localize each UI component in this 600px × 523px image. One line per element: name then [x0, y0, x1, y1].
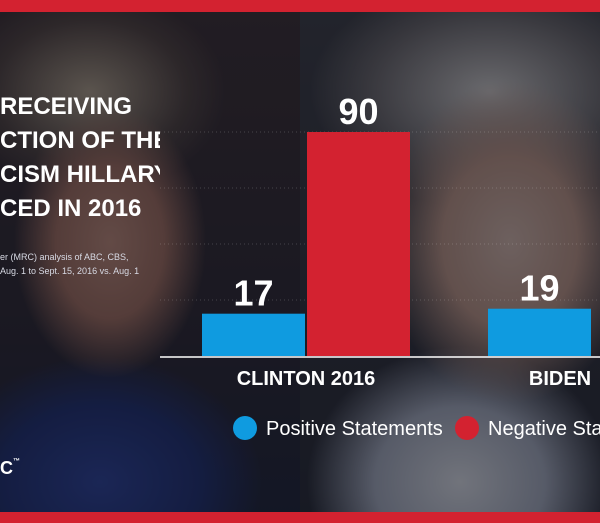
category-label: CLINTON 2016 — [237, 368, 376, 390]
bar-value-label: 19 — [519, 268, 559, 309]
headline: RECEIVING CTION OF THE CISM HILLARY CED … — [0, 90, 160, 226]
bar-negative — [307, 132, 410, 356]
bar-positive — [488, 308, 591, 356]
legend-label: Positive Statements — [266, 418, 443, 440]
headline-line: CISM HILLARY — [0, 161, 160, 188]
network-logo: C™ — [0, 458, 20, 479]
bar-positive — [202, 313, 305, 356]
headline-line: RECEIVING — [0, 93, 133, 120]
top-frame-bar — [0, 0, 600, 12]
bar-value-label: 90 — [338, 91, 378, 132]
source-line: er (MRC) analysis of ABC, CBS, — [0, 252, 129, 262]
bar-value-label: 17 — [233, 273, 273, 314]
trademark-mark: ™ — [13, 458, 20, 465]
category-label: BIDEN — [529, 368, 591, 390]
logo-text: C — [0, 458, 13, 478]
legend-label: Negative State — [488, 418, 600, 440]
source-line: Aug. 1 to Sept. 15, 2016 vs. Aug. 1 — [0, 266, 140, 276]
source-note: er (MRC) analysis of ABC, CBS, Aug. 1 to… — [0, 250, 160, 278]
legend-swatch-negative — [455, 416, 479, 440]
headline-line: CTION OF THE — [0, 127, 160, 154]
photo-shade — [0, 12, 600, 512]
legend-swatch-positive — [233, 416, 257, 440]
headline-line: CED IN 2016 — [0, 195, 142, 222]
bottom-frame-bar — [0, 512, 600, 523]
